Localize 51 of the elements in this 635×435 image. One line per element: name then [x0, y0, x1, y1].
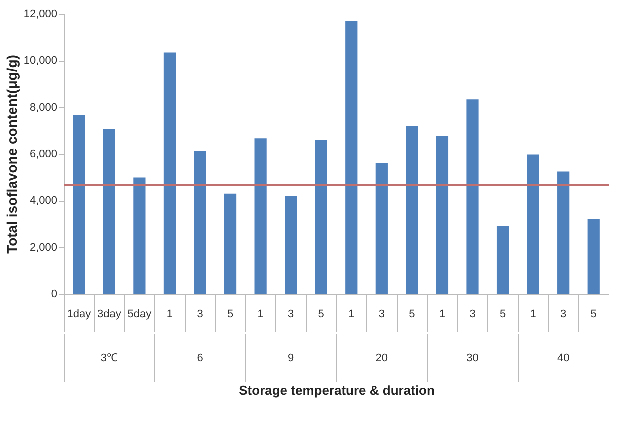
- text: 3℃: [100, 352, 118, 364]
- x-tick-label: 5: [409, 308, 416, 320]
- bar: [73, 116, 86, 294]
- x-tick-label: 5: [500, 308, 506, 320]
- bar: [496, 226, 510, 294]
- x-tick-label: 5: [318, 308, 324, 320]
- y-tick-label: 8,000: [30, 102, 58, 114]
- x-tick-label: 5: [227, 308, 234, 320]
- x-tick-label: 1: [439, 308, 446, 320]
- bar: [466, 100, 479, 294]
- text: 30: [466, 352, 479, 364]
- bar: [224, 194, 237, 294]
- bar: [315, 140, 328, 294]
- y-tick-label: 0: [51, 288, 58, 300]
- x-tick-label: 5: [590, 308, 597, 320]
- bar: [558, 172, 570, 294]
- x-tick-label: 1day: [67, 308, 92, 320]
- x-tick-label: 1: [258, 308, 264, 320]
- y-tick-label: 12,000: [24, 8, 58, 20]
- text: 9: [288, 352, 294, 364]
- y-tick-label: 6,000: [30, 148, 58, 160]
- y-tick-label: 2,000: [30, 242, 58, 254]
- bar: [527, 154, 540, 294]
- x-tick-label: 3: [197, 308, 204, 320]
- bar: [254, 138, 267, 294]
- text: 40: [557, 352, 570, 364]
- x-tick-label: 1: [348, 308, 355, 320]
- bar: [285, 196, 298, 294]
- x-axis-title: Storage temperature & duration: [239, 383, 435, 398]
- bar: [436, 136, 449, 294]
- x-tick-label: 3: [560, 308, 567, 320]
- x-tick-label: 5day: [128, 308, 152, 320]
- x-tick-label: 3: [378, 308, 385, 320]
- bar: [164, 52, 176, 294]
- y-tick-label: 10,000: [24, 55, 58, 68]
- bar: [376, 163, 388, 294]
- text: 20: [376, 352, 388, 364]
- x-tick-label: 1: [166, 308, 174, 320]
- y-axis-title: Total isoflavone content(μg/g): [4, 55, 20, 254]
- bar: [134, 178, 146, 294]
- text: 6: [197, 352, 204, 364]
- x-tick-label: 3: [288, 308, 294, 320]
- bar: [406, 126, 418, 294]
- x-tick-label: 3day: [97, 308, 122, 320]
- bar: [194, 151, 206, 294]
- bar: [103, 129, 116, 294]
- bar: [588, 219, 600, 294]
- bar: [346, 21, 358, 294]
- x-tick-label: 1: [530, 308, 536, 320]
- y-tick-label: 4,000: [30, 195, 58, 208]
- x-tick-label: 3: [470, 308, 476, 320]
